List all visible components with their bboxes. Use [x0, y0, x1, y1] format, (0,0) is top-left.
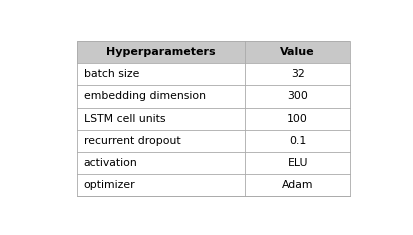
Text: activation: activation	[83, 158, 137, 168]
Bar	[77, 85, 349, 108]
Text: embedding dimension: embedding dimension	[83, 91, 205, 102]
Text: Hyperparameters: Hyperparameters	[106, 47, 216, 57]
Bar	[77, 63, 349, 85]
Bar	[77, 174, 349, 196]
Text: batch size: batch size	[83, 69, 139, 79]
Bar	[77, 152, 349, 174]
Text: ELU: ELU	[287, 158, 307, 168]
Text: recurrent dropout: recurrent dropout	[83, 136, 180, 146]
Text: Adam: Adam	[281, 180, 313, 190]
Bar	[77, 41, 349, 196]
Text: 32: 32	[290, 69, 304, 79]
Text: LSTM cell units: LSTM cell units	[83, 114, 165, 124]
Text: 100: 100	[287, 114, 307, 124]
Bar	[77, 108, 349, 130]
Bar	[77, 130, 349, 152]
Text: 0.1: 0.1	[288, 136, 306, 146]
Bar	[77, 41, 349, 63]
Text: Value: Value	[280, 47, 314, 57]
Text: optimizer: optimizer	[83, 180, 135, 190]
Text: 300: 300	[287, 91, 307, 102]
